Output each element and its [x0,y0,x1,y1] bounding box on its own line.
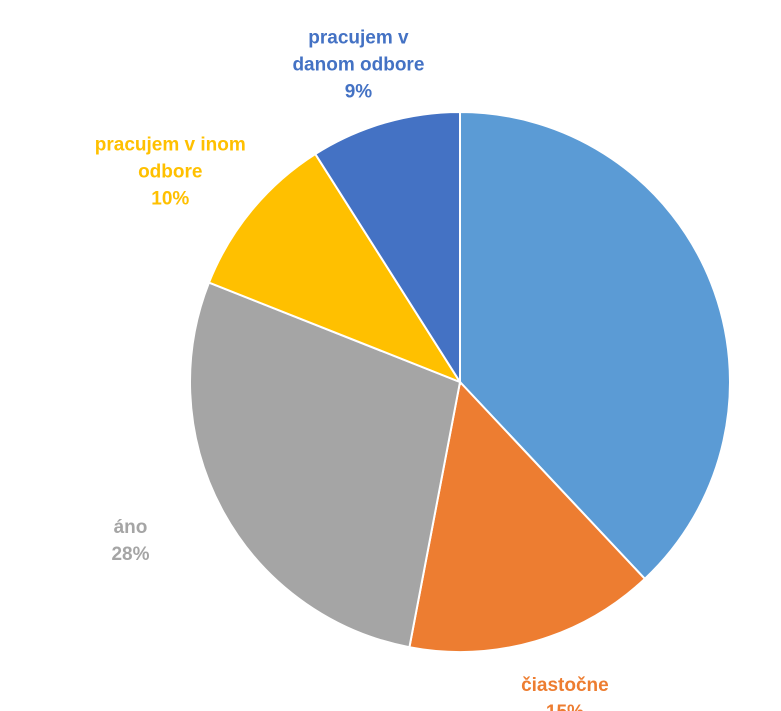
pie-slice [189,281,462,649]
pie-slice [408,379,647,653]
label-name: čiastočne [521,674,609,696]
data-label: pracujem v inom odbore 10% [75,131,265,212]
label-name: áno [113,516,148,538]
label-name: Áno [715,234,781,261]
label-value: 15% [470,699,660,711]
label-name: pracujem v inom odbore [94,134,246,183]
data-label: áno 28% [36,514,226,568]
pie-slice [459,110,731,581]
label-value: 10% [151,188,190,210]
data-label: čiastočne 15% [470,672,660,711]
label-value: 38% [715,261,781,288]
data-label: pracujem v danom odbore 9% [278,25,438,106]
pie-slice [313,110,461,386]
pie-slice [207,152,463,385]
data-label: Áno38% [715,234,781,288]
label-name: pracujem v danom odbore [292,27,425,76]
label-value: 9% [344,81,373,103]
label-value: 28% [111,543,150,565]
